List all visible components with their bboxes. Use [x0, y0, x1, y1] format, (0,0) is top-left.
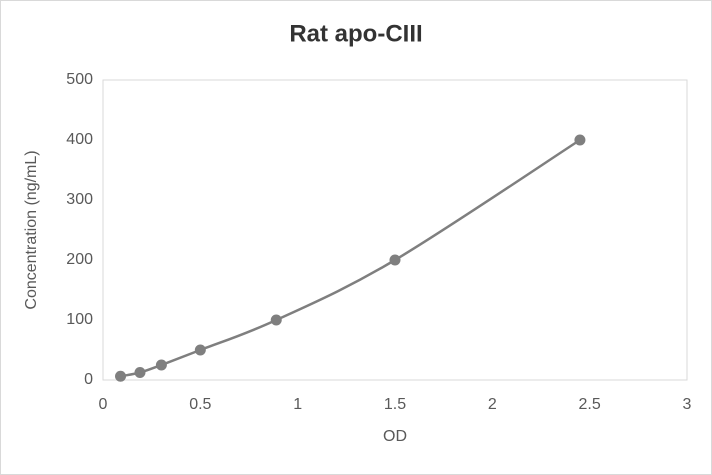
y-tick-label: 0 — [84, 371, 93, 388]
x-tick-label: 3 — [683, 396, 692, 413]
y-tick-label: 500 — [66, 71, 93, 88]
x-tick-label: 1 — [293, 396, 302, 413]
plot-area — [102, 79, 688, 381]
data-point — [115, 370, 127, 382]
y-tick-label: 100 — [66, 311, 93, 328]
x-axis-label: OD — [383, 428, 407, 445]
data-point — [389, 254, 401, 266]
y-axis-label: Concentration (ng/mL) — [23, 150, 40, 309]
data-point — [155, 359, 167, 371]
data-point — [270, 314, 282, 326]
chart-title: Rat apo-CIII — [289, 20, 422, 47]
x-tick-label: 0 — [99, 396, 108, 413]
x-tick-label: 2.5 — [579, 396, 601, 413]
x-tick-label: 2 — [488, 396, 497, 413]
y-tick-label: 200 — [66, 251, 93, 268]
data-point — [194, 344, 206, 356]
data-point — [134, 367, 146, 378]
data-point — [574, 134, 586, 146]
y-tick-label: 400 — [66, 131, 93, 148]
x-tick-label: 1.5 — [384, 396, 406, 413]
x-tick-label: 0.5 — [189, 396, 211, 413]
y-tick-label: 300 — [66, 191, 93, 208]
